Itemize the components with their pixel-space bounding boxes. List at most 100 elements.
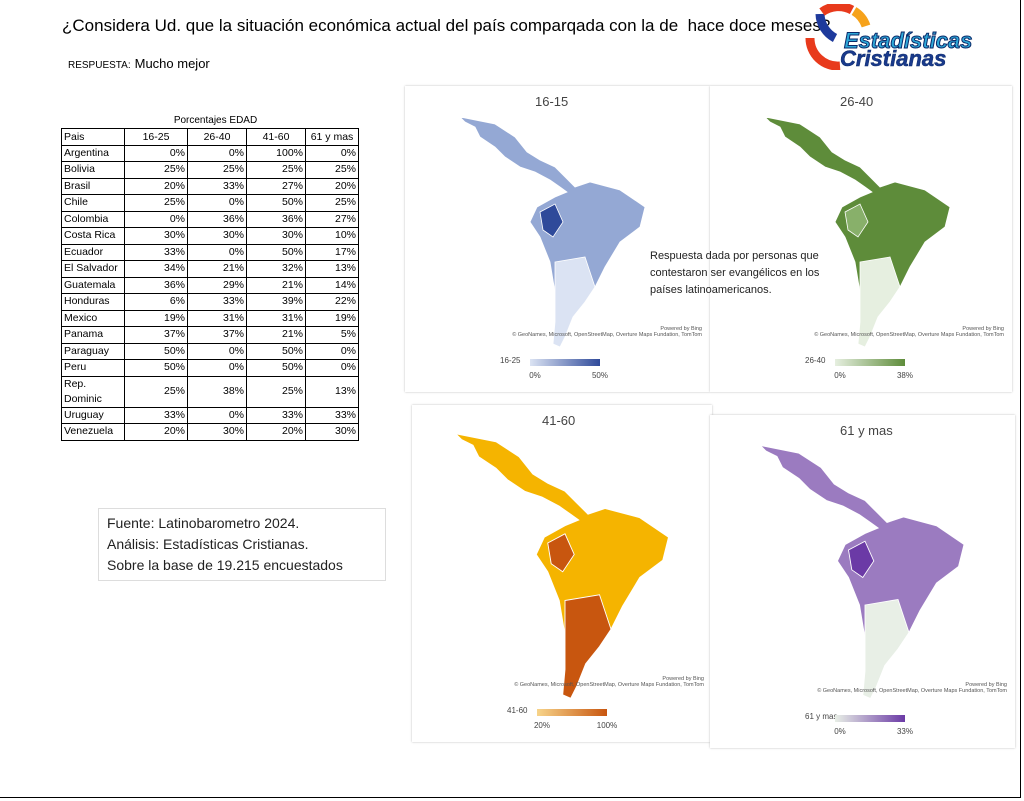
cell-country: Rep. Dominic <box>61 375 125 408</box>
cell-value: 31% <box>246 309 306 327</box>
cell-country: Mexico <box>61 309 125 327</box>
cell-value: 37% <box>187 326 247 344</box>
map-panel: 41-60 Powered by Bing© GeoNames, Microsof… <box>412 405 712 742</box>
table-row: Colombia 0% 36% 36% 27% <box>61 210 359 228</box>
table-row: Ecuador 33% 0% 50% 17% <box>61 243 359 261</box>
table: Pais 16-25 26-40 41-60 61 y mas Argentina 0% 0%… <box>61 128 359 441</box>
table-row: Guatemala 36% 29% 21% 14% <box>61 276 359 294</box>
map-title: 41-60 <box>542 413 575 428</box>
cell-value: 25% <box>187 161 247 179</box>
legend-label: 41-60 <box>507 706 528 715</box>
cell-value: 29% <box>187 276 247 294</box>
cell-value: 22% <box>305 293 359 311</box>
map-panel: 16-15 Powered by Bing© GeoNames, Microsof… <box>405 86 710 392</box>
cell-value: 36% <box>246 210 306 228</box>
cell-value: 100% <box>246 144 306 162</box>
cell-country: Bolivia <box>61 161 125 179</box>
cell-value: 0% <box>187 194 247 212</box>
cell-value: 25% <box>124 161 188 179</box>
cell-value: 31% <box>187 309 247 327</box>
cell-value: 30% <box>246 227 306 245</box>
map-attribution: © GeoNames, Microsoft, OpenStreetMap, Ov… <box>817 687 1007 694</box>
column-header: Pais <box>61 128 125 146</box>
legend-max: 38% <box>897 371 913 380</box>
land <box>862 599 910 700</box>
response-label: RESPUESTA: <box>68 60 131 71</box>
cell-value: 33% <box>305 406 359 424</box>
map-credit: Powered by Bing <box>965 682 1007 688</box>
table-row: Argentina 0% 0% 100% 0% <box>61 144 359 162</box>
cell-value: 39% <box>246 293 306 311</box>
table-row: El Salvador 34% 21% 32% 13% <box>61 260 359 278</box>
cell-value: 50% <box>124 342 188 360</box>
cell-value: 33% <box>246 406 306 424</box>
legend-bar <box>537 709 607 716</box>
cell-country: Chile <box>61 194 125 212</box>
cell-value: 30% <box>305 423 359 441</box>
map-title: 26-40 <box>840 94 873 109</box>
cell-value: 13% <box>305 375 359 408</box>
legend-min: 0% <box>834 727 846 736</box>
cell-value: 0% <box>305 342 359 360</box>
table-row: Peru 50% 0% 50% 0% <box>61 359 359 377</box>
cell-value: 0% <box>305 144 359 162</box>
note: Respuesta dada por personas que contesta… <box>650 250 820 296</box>
cell-value: 50% <box>246 194 306 212</box>
cell-value: 50% <box>124 359 188 377</box>
frame <box>0 797 1021 798</box>
cell-value: 0% <box>124 210 188 228</box>
cell-country: Panama <box>61 326 125 344</box>
legend-min: 20% <box>534 721 550 730</box>
source-box: Fuente: Latinobarometro 2024. Análisis: … <box>98 508 386 581</box>
map-title: 61 y mas <box>840 423 893 438</box>
cell-value: 37% <box>124 326 188 344</box>
cell-country: Venezuela <box>61 423 125 441</box>
cell-value: 20% <box>305 177 359 195</box>
logo-text: Cristianas <box>840 46 946 70</box>
title: ¿Considera Ud. que la situación económic… <box>62 16 831 35</box>
legend-label: 16-25 <box>500 356 521 365</box>
response-value: Mucho mejor <box>134 56 210 71</box>
cell-value: 10% <box>305 227 359 245</box>
source-line: Fuente: Latinobarometro 2024. <box>107 515 300 531</box>
cell-value: 25% <box>246 161 306 179</box>
legend-max: 50% <box>592 371 608 380</box>
cell-country: Uruguay <box>61 406 125 424</box>
frame <box>1020 0 1021 798</box>
table-row: Honduras 6% 33% 39% 22% <box>61 293 359 311</box>
column-header: 61 y mas <box>305 128 359 146</box>
cell-value: 27% <box>305 210 359 228</box>
map-credit: Powered by Bing <box>662 676 704 682</box>
cell-value: 30% <box>187 227 247 245</box>
land <box>848 540 875 579</box>
cell-value: 33% <box>124 243 188 261</box>
land <box>844 203 869 238</box>
cell-value: 25% <box>124 375 188 408</box>
cell-value: 25% <box>305 194 359 212</box>
cell-value: 30% <box>187 423 247 441</box>
legend-label: 61 y mas <box>805 712 837 721</box>
cell-value: 33% <box>187 177 247 195</box>
cell-value: 50% <box>246 359 306 377</box>
cell-value: 30% <box>124 227 188 245</box>
cell-country: Brasil <box>61 177 125 195</box>
cell-value: 21% <box>246 326 306 344</box>
cell-value: 13% <box>305 260 359 278</box>
cell-country: El Salvador <box>61 260 125 278</box>
table-row: Mexico 19% 31% 31% 19% <box>61 309 359 327</box>
cell-value: 0% <box>187 342 247 360</box>
land <box>562 594 612 699</box>
cell-value: 5% <box>305 326 359 344</box>
column-header: 26-40 <box>187 128 247 146</box>
land <box>547 533 575 573</box>
cell-value: 0% <box>187 243 247 261</box>
land <box>539 203 564 238</box>
cell-country: Honduras <box>61 293 125 311</box>
cell-value: 25% <box>305 161 359 179</box>
legend-min: 0% <box>834 371 846 380</box>
cell-value: 0% <box>124 144 188 162</box>
map <box>458 116 646 348</box>
logo: Estadísticas Cristianas <box>805 4 973 70</box>
source-line: Análisis: Estadísticas Cristianas. <box>107 536 309 552</box>
